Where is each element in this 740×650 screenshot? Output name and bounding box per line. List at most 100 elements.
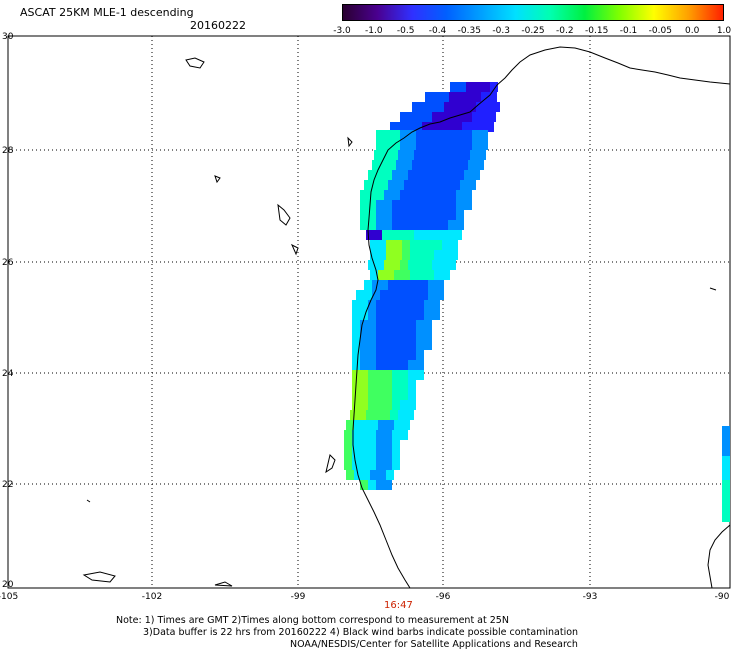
swath-cell bbox=[384, 450, 392, 460]
swath-cell bbox=[384, 220, 392, 230]
latitude-label: 20 bbox=[2, 580, 14, 590]
swath-cell bbox=[448, 210, 456, 220]
swath-cell bbox=[424, 260, 432, 270]
swath-cell bbox=[440, 130, 448, 140]
longitude-label: -102 bbox=[141, 592, 163, 602]
longitude-label: -90 bbox=[714, 592, 730, 602]
swath-cell bbox=[464, 190, 472, 200]
swath-cell bbox=[368, 480, 376, 490]
swath-cell bbox=[452, 160, 460, 170]
latitude-label: 28 bbox=[2, 146, 14, 156]
swath-cell bbox=[432, 260, 440, 270]
swath-cell bbox=[370, 470, 378, 480]
swath-cell bbox=[368, 380, 376, 390]
swath-cell bbox=[408, 370, 416, 380]
swath-cell bbox=[416, 340, 424, 350]
swath-cell bbox=[400, 210, 408, 220]
swath-cell bbox=[416, 220, 424, 230]
swath-cell bbox=[380, 160, 388, 170]
swath-cell bbox=[410, 240, 418, 250]
swath-cell bbox=[470, 122, 478, 132]
swath-cell bbox=[392, 300, 400, 310]
swath-cell bbox=[384, 340, 392, 350]
swath-cell bbox=[376, 370, 384, 380]
swath-cell bbox=[360, 310, 368, 320]
swath-cell bbox=[384, 370, 392, 380]
swath-cell bbox=[478, 122, 486, 132]
swath-cell bbox=[360, 360, 368, 370]
swath-cell bbox=[465, 92, 473, 102]
swath-cell bbox=[368, 350, 376, 360]
swath-cell bbox=[438, 230, 446, 240]
swath-cell bbox=[376, 400, 384, 410]
swath-cell bbox=[346, 420, 354, 430]
swath-cell bbox=[400, 350, 408, 360]
swath-cell bbox=[468, 180, 476, 190]
swath-cell bbox=[408, 320, 416, 330]
swath-cell bbox=[368, 220, 376, 230]
swath-cell bbox=[416, 130, 424, 140]
swath-cell bbox=[374, 150, 382, 160]
swath-cell bbox=[442, 240, 450, 250]
swath-cell bbox=[360, 350, 368, 360]
latitude-label: 26 bbox=[2, 258, 14, 268]
swath-cell bbox=[400, 400, 408, 410]
swath-cell bbox=[384, 320, 392, 330]
swath-cell bbox=[464, 170, 472, 180]
swath-cell bbox=[456, 140, 464, 150]
swath-cell bbox=[368, 310, 376, 320]
swath-cell bbox=[416, 330, 424, 340]
swath-cell bbox=[472, 130, 480, 140]
swath-cell bbox=[440, 220, 448, 230]
swath-cell bbox=[360, 380, 368, 390]
swath-cell bbox=[424, 112, 432, 122]
swath-cell bbox=[378, 470, 386, 480]
swath-cell bbox=[378, 420, 386, 430]
swath-cell bbox=[368, 320, 376, 330]
swath-cell bbox=[420, 290, 428, 300]
swath-cell bbox=[426, 250, 434, 260]
swath-cell bbox=[408, 140, 416, 150]
swath-cell bbox=[380, 280, 388, 290]
swath-cell bbox=[376, 260, 384, 270]
swath-cell bbox=[456, 220, 464, 230]
swath-cell bbox=[392, 320, 400, 330]
swath-cell bbox=[400, 390, 408, 400]
longitude-label: -105 bbox=[0, 592, 19, 602]
note-line-3: NOAA/NESDIS/Center for Satellite Applica… bbox=[290, 639, 578, 650]
swath-cell bbox=[368, 390, 376, 400]
swath-cell bbox=[400, 260, 408, 270]
swath-cell bbox=[376, 310, 384, 320]
swath-cell bbox=[384, 190, 392, 200]
swath-cell bbox=[456, 210, 464, 220]
swath-cell bbox=[382, 230, 390, 240]
swath-cell bbox=[370, 240, 378, 250]
swath-cell bbox=[402, 420, 410, 430]
swath-cell bbox=[392, 370, 400, 380]
swath-cell bbox=[433, 92, 441, 102]
swath-cell bbox=[392, 460, 400, 470]
swath-cell bbox=[384, 310, 392, 320]
islands bbox=[82, 57, 717, 587]
swath-cell bbox=[440, 200, 448, 210]
swath-cell bbox=[410, 270, 418, 280]
swath-cell bbox=[464, 112, 472, 122]
swath-cell bbox=[384, 360, 392, 370]
swath-cell bbox=[462, 150, 470, 160]
swath-cell bbox=[422, 150, 430, 160]
pass-time-label: 16:47 bbox=[384, 600, 413, 611]
swath-cell bbox=[450, 250, 458, 260]
swath-cell bbox=[464, 200, 472, 210]
swath-cell bbox=[460, 160, 468, 170]
colorbar-label: -0.1 bbox=[619, 26, 638, 36]
swath-cell bbox=[452, 102, 460, 112]
swath-cell bbox=[400, 430, 408, 440]
swath-cell bbox=[360, 390, 368, 400]
swath-cell bbox=[360, 210, 368, 220]
swath-cell bbox=[430, 150, 438, 160]
swath-cell bbox=[432, 190, 440, 200]
swath-cell bbox=[388, 160, 396, 170]
swath-cell bbox=[416, 210, 424, 220]
swath-cell bbox=[464, 140, 472, 150]
